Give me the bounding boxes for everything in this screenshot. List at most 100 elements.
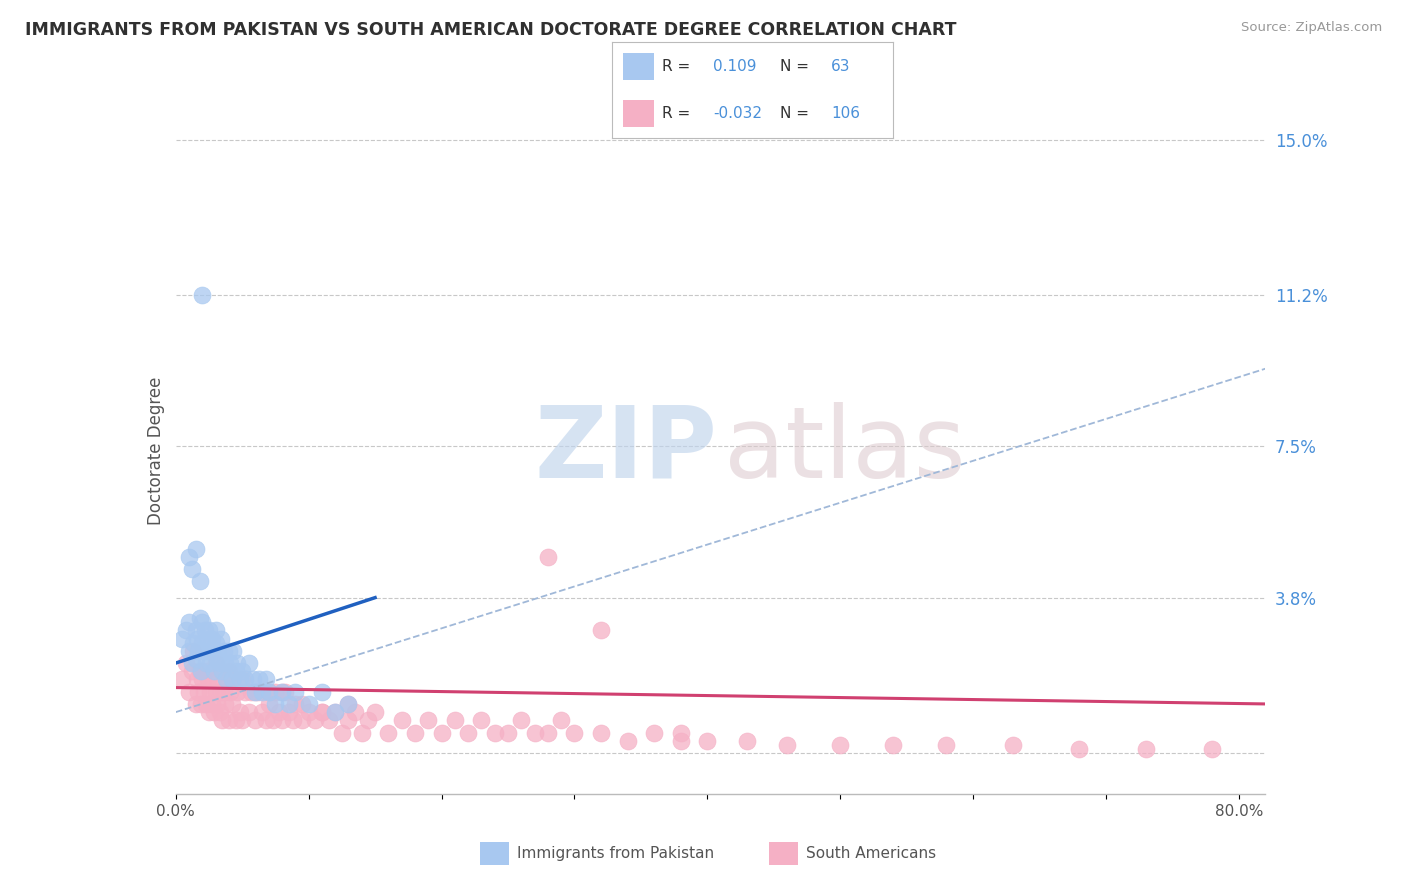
- Point: [204, 624, 226, 638]
- Point: [172, 673, 194, 687]
- Point: [238, 656, 260, 670]
- Point: [250, 705, 273, 719]
- Point: [180, 656, 202, 670]
- Point: [240, 684, 263, 698]
- Point: [257, 684, 280, 698]
- Point: [391, 714, 413, 728]
- Point: [214, 656, 236, 670]
- Text: Immigrants from Pakistan: Immigrants from Pakistan: [517, 847, 714, 861]
- Point: [616, 733, 638, 747]
- Point: [191, 288, 214, 302]
- Point: [337, 697, 360, 711]
- Text: R =: R =: [662, 106, 690, 120]
- Point: [201, 697, 224, 711]
- Point: [496, 725, 519, 739]
- Point: [176, 624, 198, 638]
- Point: [430, 725, 453, 739]
- Point: [245, 684, 267, 698]
- Point: [219, 656, 242, 670]
- Text: ZIP: ZIP: [534, 402, 717, 499]
- Point: [180, 664, 202, 679]
- Point: [191, 615, 214, 630]
- Point: [186, 632, 208, 646]
- Point: [188, 611, 211, 625]
- Point: [204, 684, 226, 698]
- Point: [184, 697, 207, 711]
- Point: [225, 684, 247, 698]
- Point: [212, 684, 235, 698]
- Point: [564, 725, 586, 739]
- Point: [204, 635, 226, 649]
- Point: [337, 714, 360, 728]
- Point: [330, 725, 353, 739]
- Point: [215, 673, 238, 687]
- Point: [198, 644, 221, 658]
- Point: [205, 652, 228, 666]
- Point: [291, 714, 314, 728]
- Point: [935, 738, 957, 752]
- Point: [193, 684, 215, 698]
- Point: [776, 738, 799, 752]
- Point: [264, 697, 287, 711]
- Point: [304, 714, 326, 728]
- Point: [201, 673, 224, 687]
- Point: [323, 705, 346, 719]
- Bar: [479, 842, 509, 865]
- Point: [537, 549, 560, 564]
- Point: [298, 705, 321, 719]
- Point: [337, 697, 360, 711]
- Point: [201, 644, 224, 658]
- Point: [194, 664, 217, 679]
- Point: [204, 656, 226, 670]
- Point: [215, 673, 238, 687]
- Point: [202, 705, 225, 719]
- Point: [418, 714, 440, 728]
- Point: [311, 684, 333, 698]
- Point: [218, 664, 240, 679]
- Point: [177, 549, 200, 564]
- Point: [262, 714, 284, 728]
- Point: [177, 615, 200, 630]
- Point: [274, 684, 297, 698]
- Point: [470, 714, 492, 728]
- Text: N =: N =: [780, 106, 810, 120]
- Bar: [769, 842, 799, 865]
- Point: [284, 697, 307, 711]
- Point: [643, 725, 665, 739]
- Point: [250, 684, 273, 698]
- Point: [735, 733, 758, 747]
- Point: [344, 705, 367, 719]
- Point: [231, 664, 253, 679]
- Point: [277, 705, 299, 719]
- Point: [225, 664, 247, 679]
- Point: [207, 673, 229, 687]
- Point: [537, 725, 560, 739]
- Point: [190, 697, 212, 711]
- Point: [245, 714, 267, 728]
- Point: [364, 705, 387, 719]
- Point: [208, 656, 231, 670]
- Point: [254, 714, 277, 728]
- Point: [191, 635, 214, 649]
- Point: [209, 684, 232, 698]
- Point: [311, 705, 333, 719]
- Point: [1069, 742, 1091, 756]
- Point: [184, 541, 207, 556]
- Bar: [623, 54, 654, 80]
- Text: -0.032: -0.032: [713, 106, 762, 120]
- Point: [510, 714, 533, 728]
- Point: [271, 684, 294, 698]
- Point: [882, 738, 904, 752]
- Point: [254, 673, 277, 687]
- Point: [443, 714, 465, 728]
- Point: [311, 705, 333, 719]
- Point: [242, 673, 264, 687]
- Point: [198, 624, 221, 638]
- Point: [209, 632, 232, 646]
- Point: [249, 673, 271, 687]
- Point: [208, 705, 231, 719]
- Point: [589, 725, 612, 739]
- Point: [177, 684, 200, 698]
- Point: [195, 656, 218, 670]
- Text: South Americans: South Americans: [806, 847, 936, 861]
